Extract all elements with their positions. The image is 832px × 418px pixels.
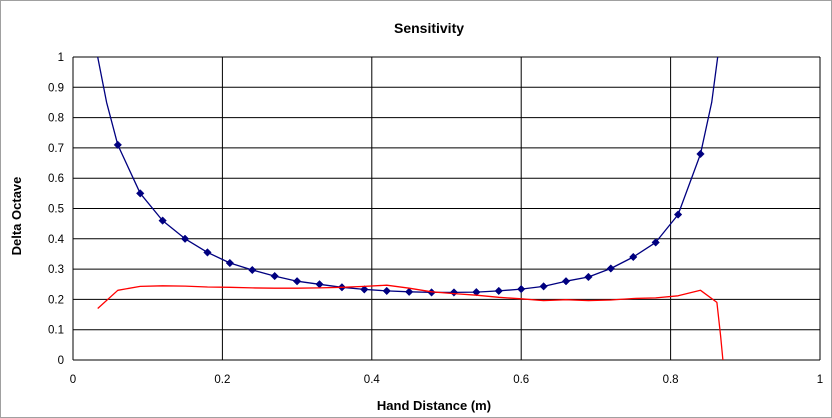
series-1-point (382, 286, 391, 296)
series-1-point (113, 140, 122, 150)
series-1-point (606, 264, 615, 273)
x-tick-label: 0 (70, 374, 76, 386)
y-tick-label: 0.1 (48, 325, 64, 337)
x-axis-label: Hand Distance (m) (377, 398, 491, 413)
series-1-point (136, 189, 145, 198)
tick-labels: 0 0.1 0.2 0.3 0.4 0.5 0.6 0.7 0.8 0.9 1 0 0.2 0.4 0.6 0… (48, 52, 823, 386)
y-tick-label: 0.2 (48, 294, 64, 306)
series-1-point (651, 238, 660, 247)
y-tick-label: 0.8 (48, 113, 64, 125)
series-1-point (673, 210, 683, 219)
series-1-point (561, 277, 571, 286)
series-1-point (449, 288, 459, 297)
series-layer (97, 56, 724, 361)
x-tick-label: 0.4 (364, 374, 381, 386)
y-tick-label: 0.3 (48, 264, 64, 276)
grid-lines (72, 56, 821, 361)
y-tick-label: 1 (58, 52, 64, 64)
series-1-point (180, 234, 190, 243)
series-1-point (494, 286, 503, 296)
series-1-point (360, 285, 369, 294)
y-tick-label: 0.4 (48, 234, 65, 246)
series-1-point (203, 248, 212, 257)
series-1-point (629, 252, 638, 262)
series-1-point (292, 277, 302, 286)
series-1-point (472, 287, 481, 297)
series-1-line (97, 56, 719, 294)
series-1-point (225, 258, 235, 268)
y-axis-label: Delta Octave (9, 177, 24, 256)
series-1-point (270, 271, 279, 281)
series-1-point (539, 282, 548, 291)
series-1-point (696, 149, 705, 159)
series-1-point (517, 284, 526, 294)
x-tick-label: 0.2 (214, 374, 230, 386)
y-tick-label: 0.9 (48, 82, 64, 94)
chart-title: Sensitivity (394, 20, 464, 36)
series-1-point (158, 216, 167, 225)
series-1-point (315, 280, 324, 289)
y-tick-label: 0.6 (48, 173, 64, 185)
x-tick-label: 1 (817, 374, 823, 386)
series-1-point (404, 287, 414, 296)
y-tick-label: 0 (58, 355, 64, 367)
series-2-line (97, 284, 724, 361)
series-1-point (584, 272, 593, 282)
series-1-point (248, 265, 257, 275)
x-tick-label: 0.8 (663, 374, 679, 386)
x-tick-label: 0.6 (513, 374, 529, 386)
y-tick-label: 0.7 (48, 143, 64, 155)
y-tick-label: 0.5 (48, 204, 64, 216)
